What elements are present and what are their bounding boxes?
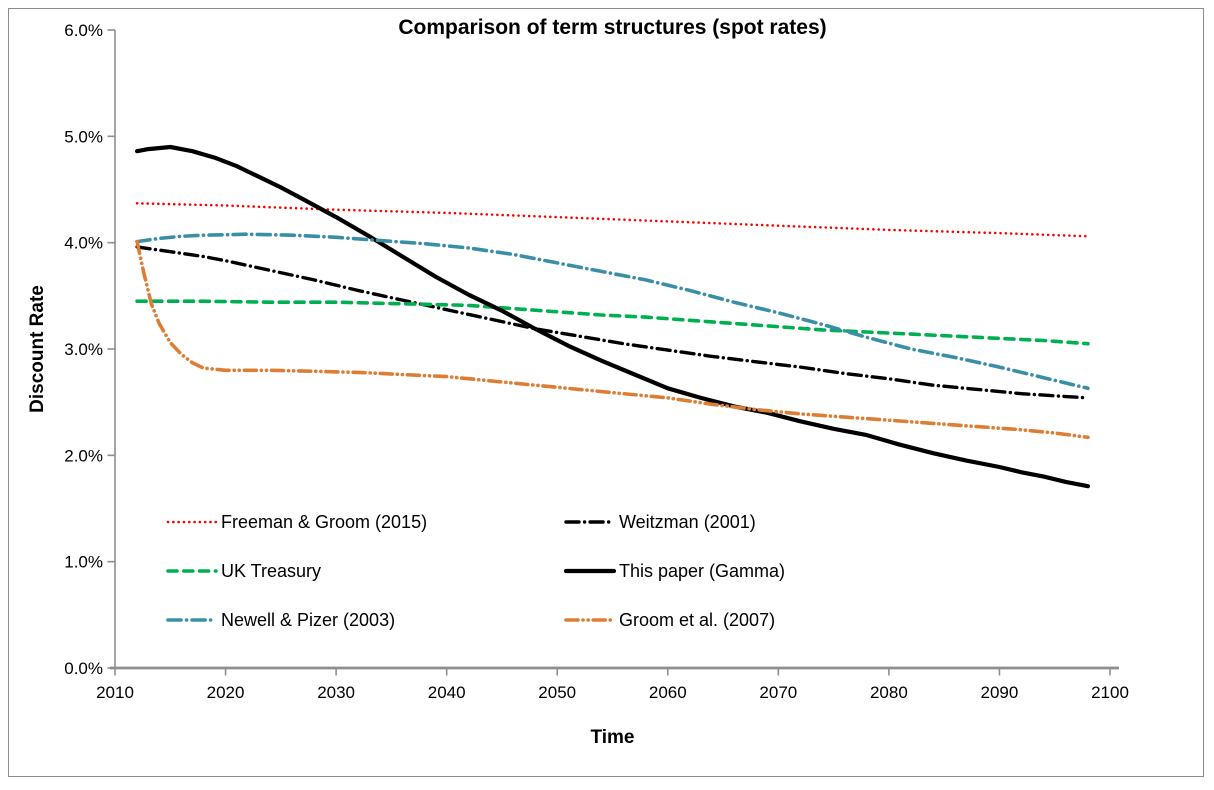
- legend-item-2: UK Treasury: [166, 555, 564, 587]
- series-line-3: [135, 144, 1091, 489]
- series-line-2: [135, 299, 1090, 346]
- series-line-5: [135, 239, 1090, 440]
- y-tick-label: 5.0%: [64, 127, 103, 146]
- legend-swatch-1: [564, 520, 616, 524]
- chart-border-frame: [8, 8, 1204, 777]
- chart-title: Comparison of term structures (spot rate…: [398, 16, 827, 39]
- legend-item-1: Weitzman (2001): [564, 506, 785, 538]
- legend-item-4: Newell & Pizer (2003): [166, 604, 564, 636]
- x-tick-label: 2010: [96, 683, 134, 702]
- series-line-1: [135, 245, 1090, 400]
- legend-swatch-4: [166, 618, 218, 622]
- x-tick-label: 2060: [649, 683, 687, 702]
- y-tick-label: 3.0%: [64, 340, 103, 359]
- legend-swatch-5: [564, 618, 616, 622]
- legend: Freeman & Groom (2015) Weitzman (2001) UK …: [166, 506, 785, 636]
- legend-swatch-0: [166, 520, 218, 524]
- x-tick-label: 2100: [1091, 683, 1129, 702]
- legend-label-1: Weitzman (2001): [619, 511, 756, 532]
- x-tick-label: 2020: [207, 683, 245, 702]
- x-tick-label: 2040: [428, 683, 466, 702]
- y-tick-label: 1.0%: [64, 553, 103, 572]
- legend-label-5: Groom et al. (2007): [619, 609, 776, 630]
- legend-label-2: UK Treasury: [221, 560, 322, 581]
- x-tick-label: 2030: [317, 683, 355, 702]
- legend-label-3: This paper (Gamma): [619, 560, 786, 581]
- x-tick-label: 2050: [538, 683, 576, 702]
- y-tick-label: 4.0%: [64, 234, 103, 253]
- x-tick-label: 2080: [870, 683, 908, 702]
- legend-item-5: Groom et al. (2007): [564, 604, 785, 636]
- legend-item-0: Freeman & Groom (2015): [166, 506, 564, 538]
- x-axis-title: Time: [590, 727, 635, 748]
- legend-swatch-2: [166, 569, 218, 573]
- legend-label-4: Newell & Pizer (2003): [221, 609, 396, 630]
- y-tick-label: 0.0%: [64, 659, 103, 678]
- y-tick-label: 6.0%: [64, 21, 103, 40]
- series-line-4: [135, 232, 1090, 391]
- y-tick-label: 2.0%: [64, 446, 103, 465]
- legend-label-0: Freeman & Groom (2015): [221, 511, 428, 532]
- series-line-0: [135, 202, 1090, 238]
- x-tick-label: 2090: [981, 683, 1019, 702]
- legend-item-3: This paper (Gamma): [564, 555, 785, 587]
- x-tick-label: 2070: [759, 683, 797, 702]
- legend-swatch-3: [564, 568, 616, 574]
